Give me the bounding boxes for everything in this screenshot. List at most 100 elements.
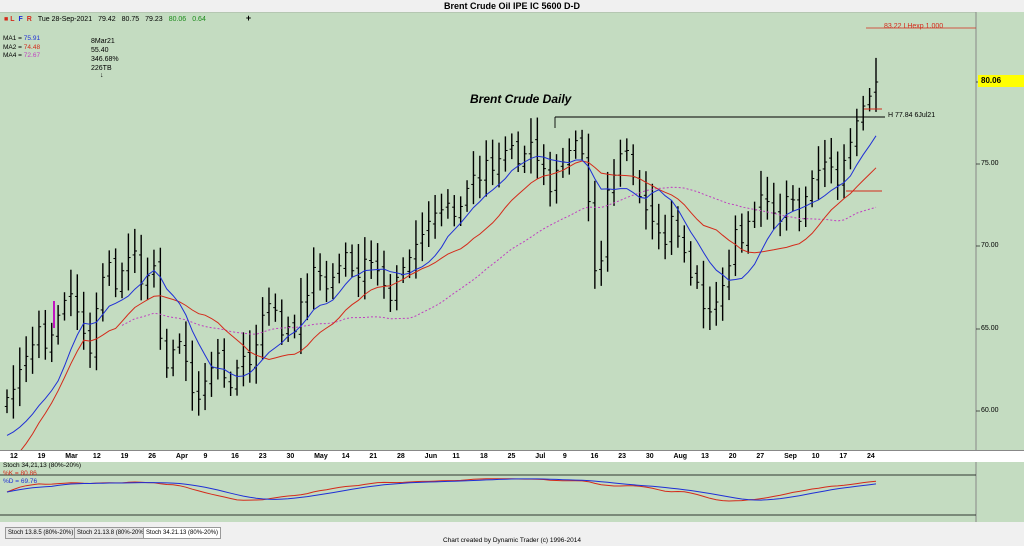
bar-change: 0.64	[192, 16, 206, 23]
ohlc-bar	[573, 130, 578, 159]
ohlc-bar	[848, 128, 853, 170]
price-tick-65: 65.00	[981, 325, 999, 332]
ohlc-bar	[273, 293, 278, 322]
ohlc-bar	[445, 189, 451, 219]
price-plot-area	[0, 12, 976, 450]
ohlc-bar	[132, 228, 137, 274]
stochastic-legend: Stoch 34,21,13 (80%-20%) %K = 80.86 %D =…	[3, 462, 82, 485]
chart-label: Brent Crude Daily	[470, 92, 572, 106]
ohlc-bar	[100, 263, 106, 322]
date-axis-label: 11	[452, 453, 460, 460]
ohlc-bar	[107, 250, 112, 286]
price-pane[interactable]: ■ L F R Tue 28-Sep-2021 79.42 80.75 79.23 80.06 0…	[0, 12, 1024, 450]
ohlc-bar	[490, 139, 495, 186]
ohlc-bar	[496, 142, 502, 188]
ohlc-bars	[4, 57, 879, 419]
ohlc-bar	[234, 359, 240, 396]
ohlc-bar	[311, 247, 316, 310]
ohlc-bar	[247, 330, 253, 383]
ohlc-info-bar: ■ L F R Tue 28-Sep-2021 79.42 80.75 79.23 80.06 0…	[4, 13, 257, 25]
date-axis-label: Apr	[175, 453, 188, 460]
ohlc-bar	[452, 195, 457, 227]
ohlc-bar	[151, 249, 157, 288]
ohlc-bar	[720, 267, 725, 321]
ohlc-bar	[298, 277, 304, 355]
mode-letter-f[interactable]: F	[18, 16, 23, 23]
bar-date: Tue 28-Sep-2021	[37, 16, 93, 23]
date-axis-label: 14	[341, 453, 350, 460]
date-axis-label: 26	[148, 453, 157, 460]
ohlc-bar	[356, 244, 361, 298]
ohlc-bar	[241, 332, 246, 387]
ohlc-bar	[861, 95, 866, 131]
ohlc-bar	[503, 136, 508, 172]
tab-stoch-21-13-8[interactable]: Stoch 21.13.8 (80%-20%)	[74, 527, 149, 539]
ohlc-bar	[87, 312, 93, 368]
mode-letter-r[interactable]: R	[26, 16, 32, 23]
stochastic-pane[interactable]: Stoch 34,21,13 (80%-20%) %K = 80.86 %D =…	[0, 462, 1024, 522]
ohlc-bar	[17, 347, 22, 407]
ohlc-bar	[113, 248, 118, 298]
mode-letter-l[interactable]: L	[10, 16, 15, 23]
stochastic-svg	[0, 462, 977, 522]
ohlc-bar	[484, 140, 489, 197]
ohlc-bar	[624, 138, 630, 162]
ohlc-bar	[522, 145, 527, 173]
ohlc-bar	[829, 137, 834, 184]
ohlc-bar	[43, 309, 48, 360]
ohlc-bar	[822, 139, 828, 188]
ohlc-bar	[809, 170, 815, 208]
lhexp-label: 83.22 LHexp 1.000	[884, 23, 944, 30]
ohlc-bar	[177, 333, 182, 354]
down-arrow-icon: ↓	[100, 72, 104, 79]
ohlc-bar	[183, 321, 189, 382]
ohlc-bar	[30, 326, 35, 374]
ma2-line	[20, 160, 877, 450]
ohlc-bar	[771, 182, 776, 230]
ohlc-bar	[68, 269, 74, 317]
current-price-tag: 80.06	[978, 75, 1024, 87]
ohlc-bar	[528, 118, 534, 174]
chart-window-title: Brent Crude Oil IPE IC 5600 D-D	[443, 1, 581, 11]
date-axis-label: 23	[618, 453, 626, 460]
price-chart-svg[interactable]	[0, 12, 1024, 450]
ohlc-bar	[535, 117, 540, 179]
date-axis-label: Sep	[784, 453, 797, 460]
ohlc-bar	[260, 297, 265, 360]
date-axis-label: 13	[701, 453, 709, 460]
ohlc-bar	[55, 305, 61, 345]
ohlc-bar	[547, 151, 553, 207]
date-axis-label: 20	[728, 453, 737, 460]
tab-stoch-34-21-13[interactable]: Stoch 34.21.13 (80%-20%)	[143, 527, 222, 539]
date-axis-label: 24	[867, 453, 875, 460]
ma4-row: MA4 = 72.67	[3, 52, 41, 59]
ohlc-bar	[228, 371, 233, 396]
crosshair-icon[interactable]: +	[245, 13, 252, 23]
ohlc-bar	[726, 249, 732, 301]
ohlc-bar	[586, 133, 591, 222]
ohlc-bar	[202, 362, 208, 411]
date-axis-label: 19	[120, 453, 129, 460]
ohlc-bar	[554, 154, 559, 204]
date-axis-label: 18	[479, 453, 488, 460]
ohlc-bar	[733, 215, 738, 277]
date-axis-label: 28	[397, 453, 405, 460]
ohlc-bar	[599, 240, 604, 286]
date-axis-label: Aug	[673, 453, 688, 460]
ohlc-bar	[867, 88, 872, 112]
stoch-d-line	[6, 478, 877, 501]
ohlc-bar	[164, 328, 169, 378]
date-axis-label: 19	[37, 453, 46, 460]
ohlc-bar	[509, 133, 514, 160]
date-axis-label: 16	[590, 453, 599, 460]
ohlc-bar	[873, 57, 879, 112]
date-axis-label: 9	[203, 453, 208, 460]
stoch-d-value: %D = 69.76	[3, 478, 38, 485]
ohlc-bar	[11, 365, 16, 419]
ohlc-bar	[790, 185, 796, 212]
ohlc-bar	[579, 129, 585, 161]
ohlc-bar	[669, 200, 674, 255]
ma1-line	[6, 135, 877, 436]
ohlc-bar	[739, 213, 745, 253]
ohlc-bar	[420, 212, 425, 262]
